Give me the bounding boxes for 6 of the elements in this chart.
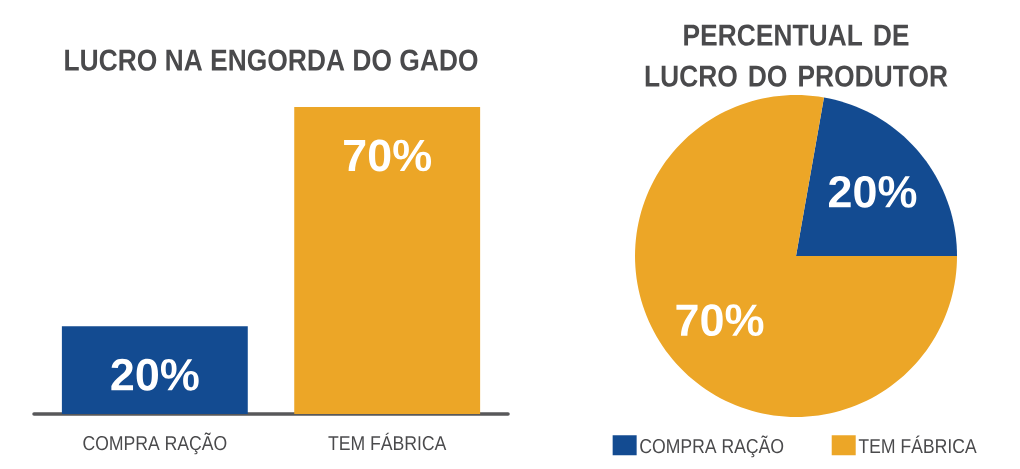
data-label: 20% [111, 358, 199, 391]
chart-title: LUCRO NA ENGORDA DO GADO [65, 49, 478, 71]
data-label: 70% [344, 139, 432, 172]
chart-title: PERCENTUAL DE LUCRO DO PRODUTOR [645, 24, 948, 87]
data-label: 20% [829, 175, 917, 208]
data-label: 70% [676, 304, 764, 337]
